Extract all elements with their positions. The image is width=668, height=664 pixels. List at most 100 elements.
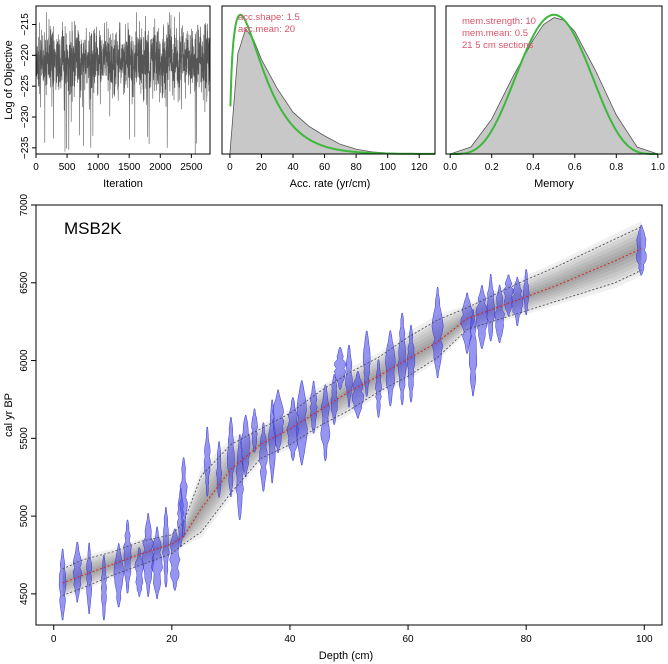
accumulation-xlabel: Acc. rate (yr/cm) bbox=[290, 178, 371, 190]
model-range-lower bbox=[62, 269, 642, 596]
calibrated-date bbox=[320, 384, 331, 462]
calibrated-date bbox=[179, 457, 188, 538]
age-ytick-label: 5500 bbox=[19, 427, 30, 450]
age-ytick-label: 4500 bbox=[19, 582, 30, 605]
calibrated-date bbox=[431, 287, 444, 379]
calibrated-date bbox=[100, 555, 107, 621]
calibrated-date bbox=[345, 344, 353, 408]
accumulation-frame bbox=[221, 5, 436, 155]
mem-mean-annotation: mem.mean: 0.5 bbox=[462, 28, 528, 39]
acc-shape-annotation: acc.shape: 1.5 bbox=[238, 12, 300, 23]
memory-density bbox=[450, 13, 658, 155]
calibrated-date bbox=[475, 285, 489, 349]
depth-xtick-label: 100 bbox=[636, 634, 653, 645]
density-xtick-label: 60 bbox=[319, 162, 331, 173]
iteration-panel: 0 500 1000 1500 2000 2500 −215 −220 −225 −230 −235… bbox=[3, 5, 211, 190]
calibrated-date bbox=[113, 543, 124, 608]
memory-ticks: 0.0 0.2 0.4 0.6 0.8 1.0 bbox=[443, 154, 665, 173]
calibrated-date bbox=[511, 276, 524, 326]
age-ytick-label: 6500 bbox=[19, 271, 30, 294]
density-xtick-label: 0.2 bbox=[485, 162, 499, 173]
density-xtick-label: 0 bbox=[227, 162, 233, 173]
depth-xtick-label: 40 bbox=[284, 634, 296, 645]
iteration-xlabel: Iteration bbox=[103, 178, 143, 190]
accumulation-panel: 0 20 40 60 80 100 120 acc.shape: 1.5 acc.mean:… bbox=[221, 5, 436, 190]
depth-xtick-label: 20 bbox=[166, 634, 178, 645]
iteration-xtick-label: 0 bbox=[33, 162, 39, 173]
calibrated-date bbox=[309, 380, 318, 434]
iteration-xtick-label: 2000 bbox=[149, 162, 172, 173]
objective-ytick-label: −215 bbox=[20, 13, 31, 36]
calibrated-date bbox=[503, 274, 514, 316]
core-title: MSB2K bbox=[64, 219, 122, 238]
calibrated-date bbox=[295, 380, 308, 466]
depth-xtick-label: 0 bbox=[51, 634, 57, 645]
calibrated-date bbox=[259, 422, 268, 492]
density-xtick-label: 100 bbox=[379, 162, 396, 173]
calibrated-date bbox=[227, 417, 235, 497]
objective-ytick-label: −220 bbox=[20, 44, 31, 67]
objective-ytick-label: −230 bbox=[20, 105, 31, 128]
calibrated-date bbox=[375, 359, 382, 418]
prior-curve bbox=[450, 13, 658, 155]
mem-strength-annotation: mem.strength: 10 bbox=[462, 16, 536, 27]
calibrated-date bbox=[636, 224, 647, 276]
calibrated-date bbox=[469, 309, 478, 397]
age-ytick-label: 5000 bbox=[19, 505, 30, 528]
model-range-upper bbox=[62, 226, 642, 570]
model-cloud-layer bbox=[62, 236, 642, 590]
density-xtick-label: 0.0 bbox=[443, 162, 457, 173]
age-depth-panel: 0 20 40 60 80 100 4500 5000 5500 6000 6500 7000 MSB… bbox=[3, 193, 663, 662]
calibrated-date bbox=[486, 274, 495, 342]
objective-ytick-label: −235 bbox=[20, 136, 31, 159]
age-depth-frame bbox=[35, 204, 663, 626]
age-ytick-label: 7000 bbox=[19, 193, 30, 216]
density-xtick-label: 80 bbox=[351, 162, 363, 173]
model-cloud-layer bbox=[62, 229, 642, 595]
iteration-trace bbox=[35, 12, 211, 154]
calibrated-dates bbox=[58, 224, 647, 621]
memory-frame bbox=[445, 5, 663, 155]
objective-ylabel: Log of Objective bbox=[3, 40, 15, 120]
calibrated-date bbox=[494, 284, 506, 343]
calibrated-date bbox=[162, 507, 170, 588]
density-xtick-label: 120 bbox=[411, 162, 428, 173]
depth-xtick-label: 60 bbox=[402, 634, 414, 645]
acc-mean-annotation: acc.mean: 20 bbox=[238, 24, 295, 35]
calibrated-date bbox=[333, 346, 347, 390]
model-lines bbox=[62, 226, 642, 596]
age-depth-ticks: 0 20 40 60 80 100 4500 5000 5500 6000 6500 7000 bbox=[19, 193, 653, 645]
calibrated-date bbox=[385, 330, 396, 407]
calibrated-date bbox=[72, 541, 82, 603]
posterior-area bbox=[450, 17, 658, 155]
memory-panel: 0.0 0.2 0.4 0.6 0.8 1.0 mem.strength: 10 mem.… bbox=[443, 5, 665, 190]
calibrated-date bbox=[241, 415, 251, 478]
calibrated-date bbox=[123, 519, 132, 594]
iteration-frame bbox=[35, 5, 211, 155]
density-xtick-label: 0.6 bbox=[568, 162, 582, 173]
age-ytick-label: 6000 bbox=[19, 349, 30, 372]
depth-xlabel: Depth (cm) bbox=[319, 650, 373, 662]
calibrated-date bbox=[203, 426, 211, 497]
calibrated-date bbox=[330, 374, 338, 425]
iteration-xtick-label: 2500 bbox=[180, 162, 203, 173]
iteration-ticks: 0 500 1000 1500 2000 2500 −215 −220 −225 −230 −235 bbox=[20, 13, 203, 173]
posterior-area bbox=[229, 27, 420, 155]
calibrated-date bbox=[251, 408, 258, 453]
model-median bbox=[62, 248, 642, 584]
model-cloud-layer bbox=[62, 233, 642, 592]
density-xtick-label: 20 bbox=[256, 162, 268, 173]
memory-xlabel: Memory bbox=[534, 178, 574, 190]
accumulation-density bbox=[229, 13, 435, 155]
iteration-xtick-label: 500 bbox=[59, 162, 76, 173]
calibrated-date bbox=[272, 389, 285, 453]
sections-annotation: 21 5 cm sections bbox=[462, 40, 534, 51]
iteration-xtick-label: 1000 bbox=[87, 162, 110, 173]
calibrated-date bbox=[397, 312, 407, 406]
depth-xtick-label: 80 bbox=[521, 634, 533, 645]
objective-ytick-label: −225 bbox=[20, 74, 31, 97]
density-xtick-label: 40 bbox=[287, 162, 299, 173]
calibrated-date bbox=[58, 548, 67, 621]
calibrated-date bbox=[362, 330, 371, 397]
trace-line bbox=[35, 12, 211, 154]
